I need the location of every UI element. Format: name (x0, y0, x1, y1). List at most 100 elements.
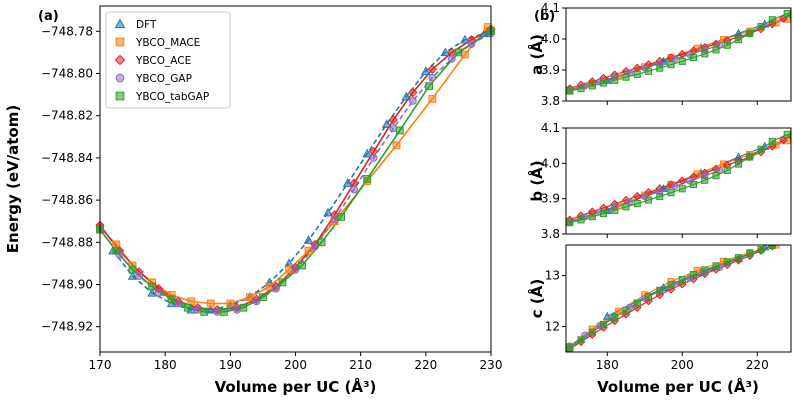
point-ybco-gap (408, 97, 417, 105)
point-ybco-tabgap (454, 48, 463, 57)
point-dft (460, 34, 470, 44)
y-tick-label: 4.0 (541, 32, 560, 46)
point-ybco-mace (693, 266, 701, 275)
point-dft (127, 271, 138, 280)
point-ybco-tabgap (622, 73, 630, 81)
point-ybco-gap (272, 284, 280, 293)
point-ybco-tabgap (656, 64, 664, 72)
point-ybco-tabgap (734, 36, 743, 44)
subplot-marks (566, 130, 791, 227)
panel-a-y-axis-title: Energy (eV/atom) (4, 105, 22, 253)
y-tick-label: 4.0 (541, 156, 560, 170)
y-tick-label: −748.82 (41, 109, 93, 123)
point-ybco-tabgap (734, 160, 743, 168)
panel-a-x-axis-title: Volume per UC (Å³) (215, 377, 377, 396)
legend-label-dft: DFT (136, 19, 157, 31)
point-ybco-tabgap (768, 245, 776, 250)
subplot-frame (565, 244, 792, 353)
point-dft (479, 28, 490, 38)
y-tick-label: −748.86 (41, 193, 93, 207)
y-tick-label: −748.88 (41, 235, 93, 249)
panel-b-lattice-charts: (b) 3.8 3.9 4.0 4.1 a (Å) 3.8 3.9 4.0 4.1 b (Å… (527, 1, 792, 396)
point-dft (323, 207, 333, 217)
point-ybco-mace (112, 240, 121, 249)
point-ybco-tabgap (395, 126, 404, 135)
point-ybco-tabgap (667, 281, 675, 289)
point-ybco-tabgap (723, 258, 731, 266)
point-ybco-gap (311, 242, 319, 251)
point-ybco-tabgap (298, 261, 306, 270)
point-ybco-tabgap (667, 189, 675, 197)
point-ybco-mace (428, 94, 437, 103)
point-ybco-tabgap (425, 82, 433, 91)
point-ybco-tabgap (337, 213, 346, 221)
point-ybco-tabgap (622, 203, 630, 211)
point-ybco-tabgap (577, 336, 585, 344)
point-ybco-tabgap (611, 206, 619, 214)
point-ybco-gap (716, 166, 724, 174)
point-ybco-tabgap (701, 266, 709, 274)
point-ybco-tabgap (588, 82, 596, 90)
point-ybco-ace (632, 191, 642, 201)
y-tick-label: 3.8 (541, 227, 560, 241)
point-ybco-mace (187, 297, 196, 306)
point-dft (342, 178, 353, 187)
x-tick-label: 170 (89, 358, 112, 372)
point-ybco-tabgap (566, 344, 574, 352)
x-tick-label: 180 (154, 358, 177, 372)
point-ybco-tabgap (689, 270, 698, 279)
point-ybco-tabgap (746, 153, 754, 161)
legend-marker-ybco-gap (115, 73, 125, 83)
point-ybco-tabgap (734, 254, 743, 262)
subplot-frame (565, 127, 792, 235)
legend-marker-ybco-tabgap (115, 91, 125, 101)
point-dft (440, 47, 451, 57)
point-ybco-tabgap (757, 23, 765, 31)
y-tick-label: −748.84 (41, 151, 93, 165)
point-ybco-tabgap (783, 130, 791, 138)
point-ybco-tabgap (746, 250, 754, 258)
point-ybco-tabgap (656, 286, 664, 294)
x-tick-label: 200 (671, 358, 694, 372)
subplot-frame (565, 7, 792, 102)
point-ybco-mace (245, 293, 254, 302)
point-ybco-tabgap (167, 295, 176, 304)
point-ybco-mace (461, 50, 469, 59)
point-ybco-ace (427, 64, 438, 74)
point-ybco-ace (779, 135, 788, 145)
point-ybco-tabgap (588, 328, 596, 336)
panel-b-a-y-axis-title: a (Å) (527, 34, 546, 75)
legend-marker-ybco-ace (114, 54, 126, 66)
y-tick-label: 3.8 (541, 94, 560, 108)
point-ybco-tabgap (148, 282, 157, 291)
legend-box (105, 11, 231, 109)
x-tick-label: 220 (414, 358, 437, 372)
panel-b-label: (b) (534, 9, 555, 24)
panel-a-plot-area: 170 180 190 200 210 220 230 −748.78 −748.80 −748.… (41, 5, 502, 372)
point-dft (303, 235, 314, 244)
x-tick-label: 200 (284, 358, 307, 372)
point-ybco-tabgap (577, 85, 585, 93)
point-ybco-tabgap (723, 41, 731, 49)
point-ybco-tabgap (611, 313, 619, 321)
point-ybco-tabgap (757, 145, 765, 153)
point-ybco-tabgap (712, 46, 720, 54)
point-ybco-tabgap (611, 76, 619, 84)
point-ybco-gap (369, 154, 378, 162)
point-ybco-ace (388, 115, 398, 125)
point-ybco-gap (154, 289, 163, 297)
point-ybco-gap (252, 297, 261, 306)
point-ybco-tabgap (622, 306, 630, 314)
point-ybco-gap (135, 272, 144, 280)
point-ybco-tabgap (768, 137, 776, 145)
point-ybco-tabgap (200, 308, 209, 316)
point-ybco-gap (428, 73, 437, 82)
point-ybco-tabgap (712, 262, 720, 270)
point-ybco-tabgap (644, 292, 653, 301)
point-ybco-mace (392, 141, 401, 150)
point-ybco-tabgap (588, 213, 596, 221)
point-ybco-tabgap (678, 57, 686, 65)
point-dft (401, 91, 412, 101)
point-ybco-gap (213, 308, 222, 316)
panel-b-c-plot-area: 180 200 220 12 13 (545, 244, 792, 372)
